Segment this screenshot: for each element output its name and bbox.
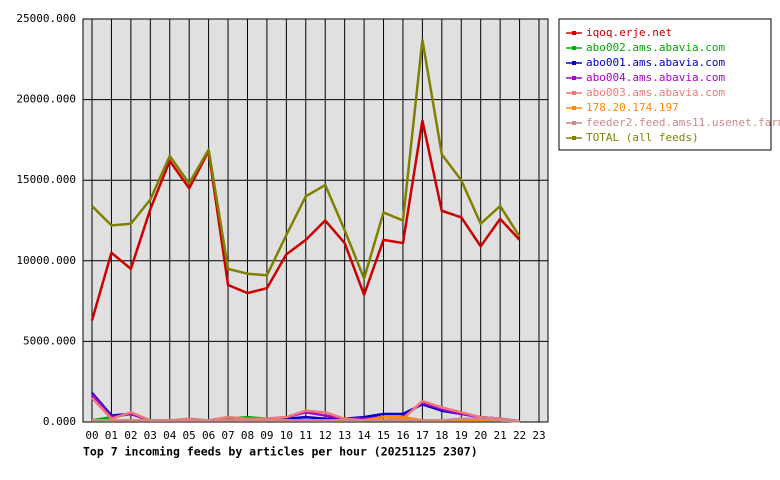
x-tick-label: 18 <box>435 429 448 442</box>
x-tick-label: 19 <box>455 429 468 442</box>
legend-marker <box>572 136 576 140</box>
x-tick-label: 00 <box>85 429 98 442</box>
legend-label: iqoq.erje.net <box>586 26 672 39</box>
y-tick-label: 0.000 <box>43 415 76 428</box>
legend <box>558 18 772 151</box>
y-tick-label: 20000.000 <box>16 93 76 106</box>
y-tick-label: 10000.000 <box>16 254 76 267</box>
legend-label: abo001.ams.abavia.com <box>586 56 725 69</box>
x-tick-label: 13 <box>338 429 351 442</box>
x-tick-label: 14 <box>357 429 371 442</box>
legend-label: 178.20.174.197 <box>586 101 679 114</box>
plot-border <box>82 18 549 423</box>
chart-title: Top 7 incoming feeds by articles per hou… <box>83 445 478 459</box>
x-tick-label: 03 <box>144 429 157 442</box>
legend-marker <box>572 31 576 35</box>
plot-area <box>83 19 548 422</box>
legend-marker <box>572 106 576 110</box>
legend-label: abo004.ams.abavia.com <box>586 71 725 84</box>
x-tick-label: 09 <box>260 429 273 442</box>
x-tick-label: 16 <box>396 429 409 442</box>
x-tick-label: 12 <box>319 429 332 442</box>
legend-label: TOTAL (all feeds) <box>586 131 699 144</box>
x-tick-label: 20 <box>474 429 487 442</box>
series-line <box>90 119 521 321</box>
legend-marker <box>572 121 576 125</box>
x-tick-label: 04 <box>163 429 177 442</box>
legend-marker <box>572 46 576 50</box>
legend-marker <box>572 91 576 95</box>
x-tick-label: 05 <box>183 429 196 442</box>
series-line <box>92 417 520 423</box>
x-tick-label: 07 <box>221 429 234 442</box>
x-tick-label: 02 <box>124 429 137 442</box>
y-tick-label: 5000.000 <box>23 334 76 347</box>
y-tick-label: 25000.000 <box>16 12 76 25</box>
x-tick-label: 17 <box>416 429 429 442</box>
x-tick-label: 22 <box>513 429 526 442</box>
legend-marker <box>572 76 576 80</box>
legend-label: abo002.ams.abavia.com <box>586 41 725 54</box>
x-tick-label: 10 <box>280 429 293 442</box>
x-tick-label: 21 <box>494 429 507 442</box>
x-tick-label: 23 <box>532 429 545 442</box>
legend-label: abo003.ams.abavia.com <box>586 86 725 99</box>
x-tick-label: 06 <box>202 429 215 442</box>
x-tick-label: 15 <box>377 429 390 442</box>
legend-marker <box>572 61 576 65</box>
legend-label: feeder2.feed.ams11.usenet.farm <box>586 116 780 129</box>
x-tick-label: 08 <box>241 429 254 442</box>
y-tick-label: 15000.000 <box>16 173 76 186</box>
series-line <box>91 38 521 280</box>
x-tick-label: 11 <box>299 429 312 442</box>
x-tick-label: 01 <box>105 429 118 442</box>
